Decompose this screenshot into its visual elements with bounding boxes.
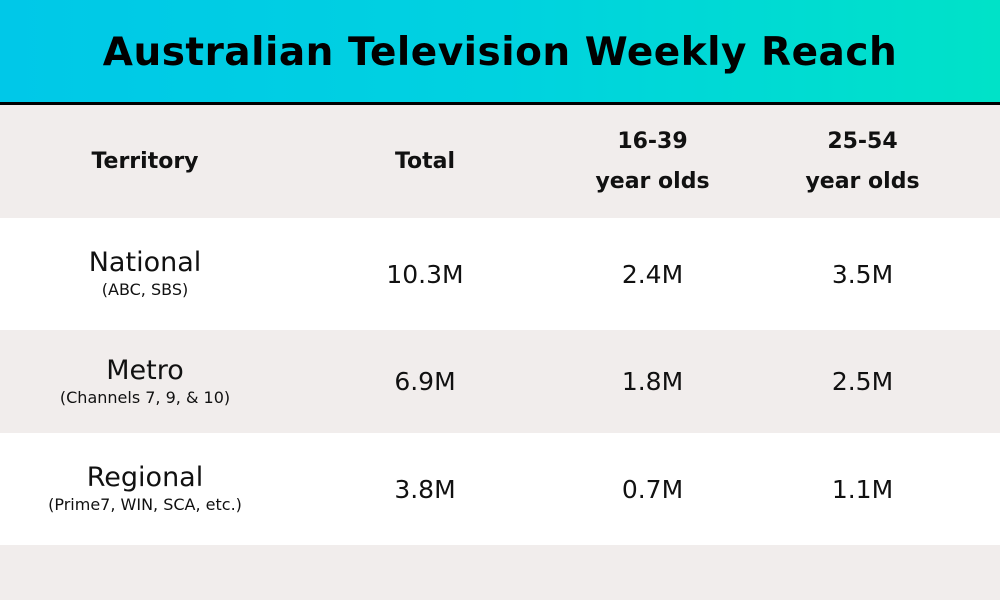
table-row: Metro (Channels 7, 9, & 10) 6.9M 1.8M 2.… [0,330,1000,433]
column-header-sublabel: year olds [805,168,920,194]
territory-channels: (ABC, SBS) [101,280,189,299]
table-footer-band [0,545,1000,600]
total-value: 10.3M [386,259,464,289]
table-row: Regional (Prime7, WIN, SCA, etc.) 3.8M 0… [0,433,1000,545]
column-header-total: Total [290,105,560,218]
column-header-label: Total [394,148,456,174]
age-25-54-cell: 1.1M [745,433,980,545]
column-header-16-39: 16-39 year olds [560,105,745,218]
age-16-39-cell: 1.8M [560,330,745,433]
territory-name: Regional [86,462,204,493]
title-banner: Australian Television Weekly Reach [0,0,1000,105]
age-16-39-cell: 2.4M [560,218,745,330]
territory-channels: (Channels 7, 9, & 10) [59,387,231,407]
age-25-54-value: 2.5M [831,367,894,396]
territory-cell: Metro (Channels 7, 9, & 10) [0,330,290,433]
territory-cell: National (ABC, SBS) [0,218,290,330]
age-25-54-value: 1.1M [831,474,894,504]
total-cell: 3.8M [290,433,560,545]
column-header-label: 25-54 [827,128,898,154]
column-header-label: 16-39 [617,128,688,154]
age-25-54-cell: 3.5M [745,218,980,330]
total-cell: 10.3M [290,218,560,330]
territory-name: National [88,247,202,278]
territory-cell: Regional (Prime7, WIN, SCA, etc.) [0,433,290,545]
age-16-39-cell: 0.7M [560,433,745,545]
column-header-sublabel: year olds [595,168,710,194]
table-row: National (ABC, SBS) 10.3M 2.4M 3.5M [0,218,1000,330]
age-25-54-value: 3.5M [831,259,894,289]
total-value: 6.9M [394,367,456,396]
age-16-39-value: 0.7M [621,474,684,504]
column-header-label: Territory [91,148,199,174]
age-16-39-value: 1.8M [621,367,684,396]
total-value: 3.8M [394,474,456,504]
age-16-39-value: 2.4M [621,259,684,289]
territory-channels: (Prime7, WIN, SCA, etc.) [48,495,242,514]
territory-name: Metro [106,354,184,386]
column-header-25-54: 25-54 year olds [745,105,980,218]
age-25-54-cell: 2.5M [745,330,980,433]
total-cell: 6.9M [290,330,560,433]
column-header-territory: Territory [0,105,290,218]
page-title: Australian Television Weekly Reach [102,29,898,75]
table-header-row: Territory Total 16-39 year olds 25-54 ye… [0,105,1000,218]
